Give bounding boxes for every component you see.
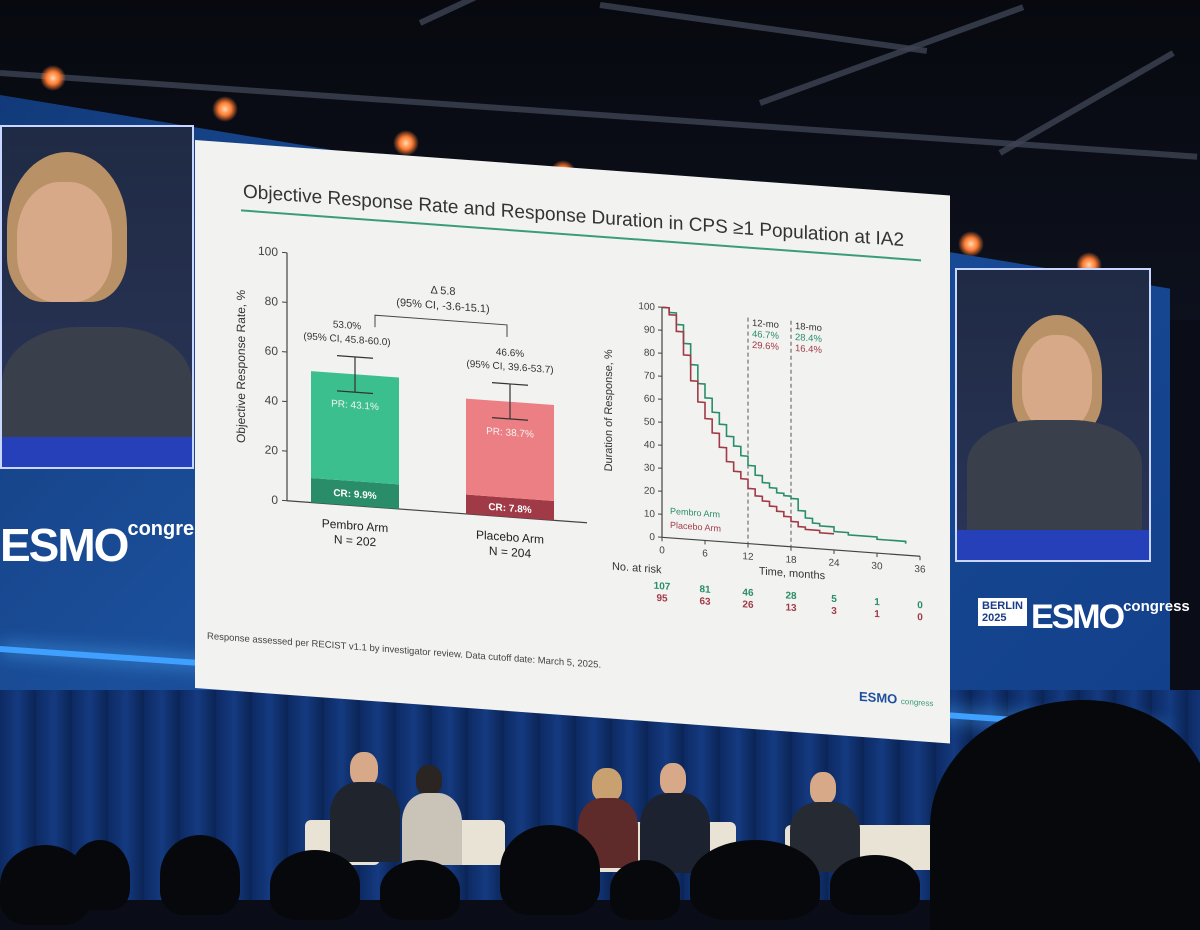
audience-head [160, 835, 240, 915]
stage-light [958, 231, 984, 257]
km-y-tick-label: 100 [638, 301, 655, 313]
bar-y-tick-label: 40 [265, 393, 279, 408]
category-label: Pembro Arm [322, 516, 389, 535]
audience-head [500, 825, 600, 915]
km-x-tick-label: 30 [871, 561, 883, 573]
stage-light [40, 65, 66, 91]
km-x-tick-label: 6 [702, 548, 708, 559]
risk-count-pembro: 28 [785, 590, 797, 602]
audience-head [610, 860, 680, 920]
risk-count-placebo: 26 [742, 599, 754, 611]
risk-count-pembro: 107 [654, 581, 671, 593]
km-y-tick-label: 20 [644, 485, 656, 497]
km-y-tick-label: 40 [644, 439, 656, 451]
km-y-tick-label: 30 [644, 462, 656, 474]
km-y-tick-label: 80 [644, 347, 656, 359]
km-y-tick-label: 70 [644, 370, 656, 382]
category-n-label: N = 204 [489, 544, 532, 561]
audience-head [690, 840, 820, 920]
slide-footnote: Response assessed per RECIST v1.1 by inv… [207, 631, 601, 671]
audience-head [270, 850, 360, 920]
km-x-tick-label: 36 [914, 564, 926, 576]
delta-label: Δ 5.8 [430, 284, 455, 298]
slide-esmo-logo: ESMO congress [859, 689, 933, 709]
risk-table-label: No. at risk [612, 561, 662, 577]
category-label: Placebo Arm [476, 528, 544, 547]
panelist [640, 763, 710, 873]
total-ci-label: (95% CI, 39.6-53.7) [466, 359, 553, 376]
risk-count-pembro: 5 [831, 594, 837, 605]
bar-y-tick-label: 60 [265, 343, 279, 358]
bar-y-tick-label: 0 [271, 493, 278, 507]
delta-ci: (95% CI, -3.6-15.1) [396, 297, 489, 316]
risk-count-pembro: 0 [917, 600, 923, 611]
audience-head [380, 860, 460, 920]
dor-km-chart: Duration of Response, % 0102030405060708… [600, 295, 945, 680]
bar-y-tick-label: 20 [265, 443, 279, 458]
stage-light [393, 130, 419, 156]
legend-placebo: Placebo Arm [670, 520, 721, 534]
risk-count-placebo: 0 [917, 612, 923, 623]
legend-pembro: Pembro Arm [670, 506, 720, 520]
esmo-logo-left: ESMOcongress [0, 518, 216, 572]
km-y-tick-label: 10 [644, 508, 656, 520]
km-x-tick-label: 0 [659, 545, 665, 556]
delta-bracket [375, 315, 507, 337]
landmark-placebo: 29.6% [752, 340, 779, 353]
speaker-video-left [0, 125, 194, 469]
risk-count-placebo: 13 [785, 602, 797, 614]
km-x-tick-label: 18 [785, 554, 797, 566]
bar-y-tick-label: 100 [258, 244, 278, 259]
total-label: 46.6% [496, 347, 524, 360]
risk-count-placebo: 63 [699, 596, 711, 608]
category-n-label: N = 202 [334, 532, 377, 549]
bar-ylabel: Objective Response Rate, % [234, 289, 248, 444]
km-y-tick-label: 60 [644, 393, 656, 405]
km-x-tick-label: 12 [742, 551, 754, 563]
total-label: 53.0% [333, 319, 361, 332]
panelist [402, 765, 462, 865]
risk-count-pembro: 46 [742, 587, 754, 599]
landmark-placebo: 16.4% [795, 343, 822, 356]
presentation-slide: Objective Response Rate and Response Dur… [195, 140, 950, 743]
km-xlabel: Time, months [759, 565, 826, 582]
risk-count-pembro: 1 [874, 597, 880, 608]
km-y-tick-label: 50 [644, 416, 656, 428]
orr-bar-chart: Objective Response Rate, % 020406080100 … [225, 220, 595, 577]
risk-count-pembro: 81 [699, 584, 711, 596]
panelist [330, 752, 400, 862]
km-ylabel: Duration of Response, % [603, 349, 615, 472]
km-x-tick-label: 24 [828, 558, 840, 570]
km-y-tick-label: 90 [644, 324, 656, 336]
risk-count-placebo: 1 [874, 609, 880, 620]
audience-head [830, 855, 920, 915]
total-ci-label: (95% CI, 45.8-60.0) [303, 331, 390, 348]
risk-count-placebo: 95 [656, 593, 668, 605]
risk-count-placebo: 3 [831, 606, 837, 617]
bar-y-tick-label: 80 [265, 294, 279, 309]
stage-light [212, 96, 238, 122]
km-y-tick-label: 0 [649, 532, 655, 543]
speaker-video-right [955, 268, 1151, 562]
